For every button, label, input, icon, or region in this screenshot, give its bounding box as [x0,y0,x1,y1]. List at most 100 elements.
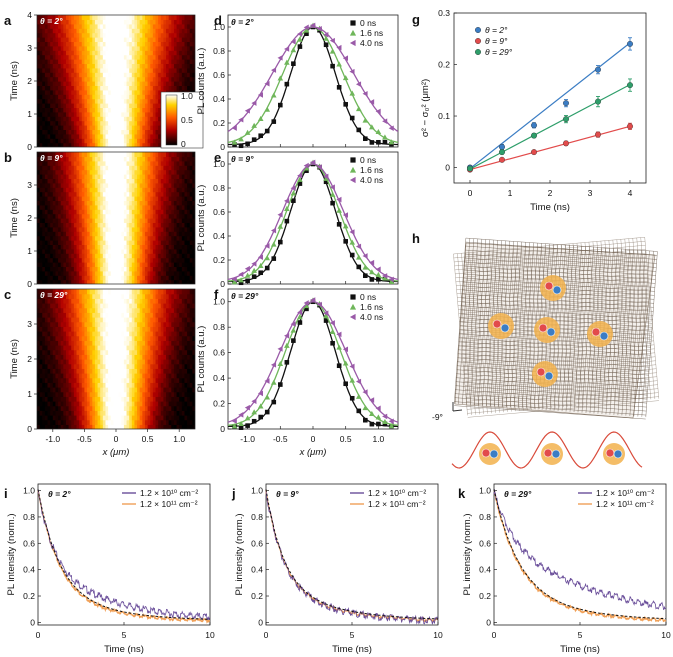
heatmap-cell [81,142,85,147]
heatmap-cell [150,120,154,126]
heatmap-cell [113,226,117,232]
heatmap-cell [181,209,186,215]
heatmap-cell [92,45,96,51]
heatmap-cell [142,165,146,171]
heatmap-cell [158,377,162,383]
heatmap-cell [37,266,41,272]
heatmap-cell [129,222,133,228]
heatmap-cell [150,54,154,60]
heatmap-cell [42,387,46,393]
heatmap-cell [97,103,101,108]
heatmap-cell [118,226,122,232]
heatmap-cell [52,266,57,272]
heatmap-cell [92,133,96,139]
heatmap-cell [108,138,112,144]
heatmap-cell [176,169,180,175]
heatmap-cell [65,81,70,86]
heatmap-cell [171,387,175,393]
heatmap-cell [134,32,138,38]
heatmap-cell [100,218,104,223]
heatmap-cell [113,354,117,360]
heatmap-cell [152,275,157,281]
heatmap-cell [50,196,54,201]
heatmap-cell [137,248,141,254]
heatmap-cell [192,178,195,184]
heatmap-cell [37,32,41,38]
heatmap-cell [187,23,191,29]
heatmap-cell [179,19,183,25]
heatmap-cell [79,165,83,171]
heatmap-cell [73,275,78,281]
heatmap-cell [97,391,101,397]
heatmap-cell [68,354,72,360]
heatmap-cell [58,401,62,407]
heatmap-cell [113,94,117,100]
heatmap-cell [126,152,130,157]
heatmap-cell [52,28,57,34]
heatmap-cell [184,156,188,162]
heatmap-cell [71,326,75,332]
heatmap-cell [163,222,167,228]
heatmap-cell [94,129,99,135]
heatmap-cell [131,415,136,421]
heatmap-cell [173,266,178,272]
heatmap-cell [152,165,157,171]
heatmap-cell [102,391,107,397]
heatmap-cell [55,368,59,374]
heatmap-cell [155,387,159,393]
heatmap-cell [121,85,125,91]
heatmap-cell [152,169,157,175]
heatmap-cell [160,196,164,201]
heatmap-cell [71,32,75,38]
heatmap-cell [37,244,41,250]
heatmap-cell [81,50,85,56]
heatmap-cell [65,368,70,374]
heatmap-cell [176,391,180,397]
heatmap-cell [137,382,141,388]
heatmap-cell [87,111,91,117]
heatmap-cell [116,354,120,360]
heatmap-cell [87,76,91,82]
heatmap-cell [65,226,70,232]
heatmap-cell [142,196,146,201]
heatmap-cell [134,368,138,374]
heatmap-cell [187,363,191,369]
heatmap-cell [155,28,159,34]
heatmap-cell [108,37,112,42]
heatmap-cell [102,50,107,56]
heatmap-cell [118,156,122,162]
heatmap-cell [58,41,62,47]
heatmap-cell [73,331,78,337]
heatmap-cell [113,50,117,56]
heatmap-cell [42,103,46,108]
heatmap-cell [176,262,180,267]
heatmap-cell [63,331,67,337]
heatmap-cell [147,387,151,393]
heatmap-cell [139,107,143,113]
heatmap-cell [155,111,159,117]
heatmap-cell [52,76,57,82]
heatmap-cell [116,41,120,47]
heatmap-cell [50,424,54,429]
heatmap-cell [73,391,78,397]
heatmap-cell [81,354,85,360]
heatmap-cell [87,120,91,126]
heatmap-cell [179,345,183,351]
heatmap-cell [68,262,72,267]
heatmap-cell [76,244,80,250]
heatmap-cell [113,345,117,351]
heatmap-cell [118,72,122,78]
heatmap-cell [147,50,151,56]
heatmap-cell [181,368,186,374]
heatmap-cell [158,196,162,201]
heatmap-cell [113,244,117,250]
heatmap-cell [184,169,188,175]
heatmap-cell [184,396,188,402]
heatmap-cell [158,270,162,276]
heatmap-cell [105,262,109,267]
heatmap-cell [123,129,128,135]
heatmap-cell [129,257,133,263]
heatmap-cell [50,410,54,416]
heatmap-cell [166,59,170,64]
heatmap-cell [121,37,125,42]
